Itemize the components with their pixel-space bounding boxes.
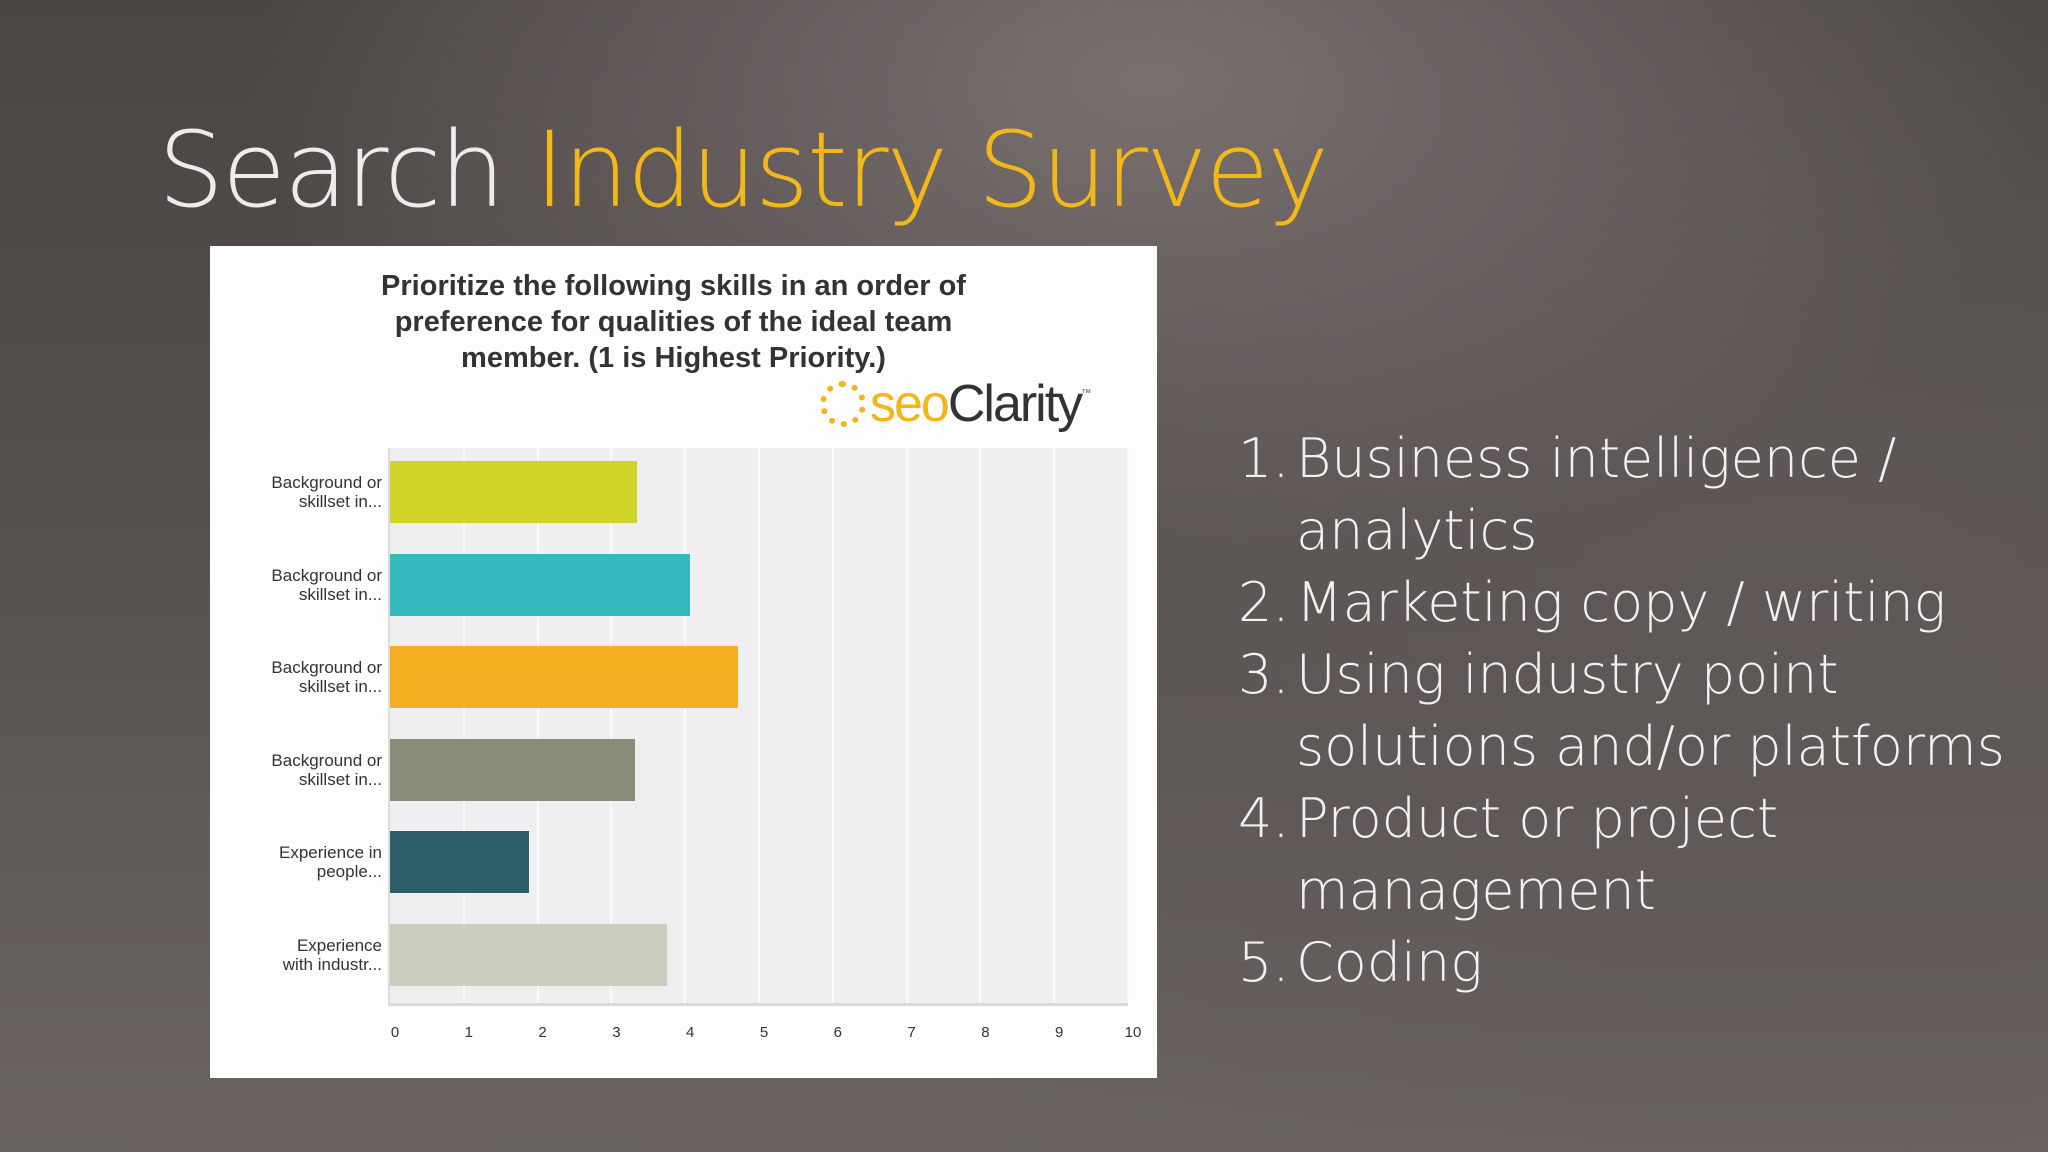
y-axis-line <box>388 448 390 1006</box>
x-tick-label: 4 <box>686 1024 695 1041</box>
logo-clarity-text: Clarity <box>947 375 1083 433</box>
x-tick-label: 2 <box>538 1024 547 1041</box>
bar[interactable] <box>390 553 690 616</box>
logo-seo-text: seo <box>870 375 950 433</box>
category-label: Background or skillset in... <box>271 750 382 789</box>
category-label: Experience with industr... <box>282 935 382 974</box>
gridline <box>758 448 760 1003</box>
gridline <box>1127 448 1129 1003</box>
x-axis-line <box>388 1003 1128 1006</box>
gridline <box>536 448 539 1003</box>
ranking-text: Coding <box>1296 931 1483 994</box>
seoclarity-logo: seo Clarity ™ <box>820 374 1091 434</box>
ranking-list: 1. Business intelligence / analytics 2. Ma… <box>1238 423 2016 999</box>
slide-title-part1: Search <box>158 109 535 231</box>
ranking-number: 5. <box>1238 931 1290 994</box>
bar[interactable] <box>390 923 668 986</box>
ranking-item: 5. Coding <box>1238 927 2016 999</box>
gridline <box>1053 448 1056 1003</box>
trademark-mark: ™ <box>1081 388 1092 399</box>
gridline <box>610 448 613 1003</box>
category-label: Experience in people... <box>278 843 382 881</box>
bar[interactable] <box>390 738 636 801</box>
ranking-text: Marketing copy / writing <box>1296 571 1947 634</box>
chart-question-line: Prioritize the following skills in an or… <box>381 270 966 302</box>
ranking-number: 1. <box>1238 427 1290 490</box>
ranking-item: 3. Using industry point solutions and/or … <box>1238 639 2016 783</box>
slide-title-part2: Industry Survey <box>534 109 1329 231</box>
x-tick-label: 9 <box>1055 1024 1064 1041</box>
ranking-number: 4. <box>1238 787 1290 850</box>
x-tick-label: 1 <box>464 1024 473 1041</box>
gridline <box>684 448 687 1003</box>
chart-question: Prioritize the following skills in an or… <box>210 268 1137 376</box>
category-label: Background or skillset in... <box>271 658 382 696</box>
ranking-item: 4. Product or project management <box>1238 783 2016 927</box>
bar[interactable] <box>390 461 638 523</box>
sun-icon <box>820 381 866 427</box>
bar-plot-area <box>390 448 1129 1003</box>
ranking-text: Product or project management <box>1296 787 1779 922</box>
chart-question-line: member. (1 is Highest Priority.) <box>461 342 886 374</box>
survey-chart-card: Prioritize the following skills in an or… <box>210 246 1157 1078</box>
bar[interactable] <box>390 831 529 893</box>
slide-title: Search Industry Survey <box>158 105 1329 235</box>
x-tick-label: 3 <box>612 1024 621 1041</box>
gridline <box>979 448 982 1003</box>
x-tick-label: 8 <box>981 1024 990 1041</box>
x-tick-label: 7 <box>907 1024 916 1041</box>
ranking-item: 1. Business intelligence / analytics <box>1238 423 2016 567</box>
x-tick-label: 0 <box>390 1024 400 1041</box>
ranking-number: 2. <box>1238 571 1290 634</box>
category-label: Background or skillset in... <box>271 473 382 511</box>
gridline <box>462 448 465 1003</box>
gridline <box>831 448 834 1003</box>
gridline <box>905 448 908 1003</box>
ranking-text: Business intelligence / analytics <box>1296 427 1897 562</box>
category-label: Background or skillset in... <box>271 565 382 604</box>
chart-question-line: preference for qualities of the ideal te… <box>394 306 953 338</box>
x-tick-label: 10 <box>1124 1024 1142 1041</box>
ranking-number: 3. <box>1238 643 1290 706</box>
ranking-text: Using industry point solutions and/or pl… <box>1296 643 2005 778</box>
ranking-item: 2. Marketing copy / writing <box>1238 567 2016 639</box>
x-tick-label: 6 <box>833 1024 842 1041</box>
bar[interactable] <box>390 646 739 708</box>
x-tick-label: 5 <box>759 1024 769 1041</box>
